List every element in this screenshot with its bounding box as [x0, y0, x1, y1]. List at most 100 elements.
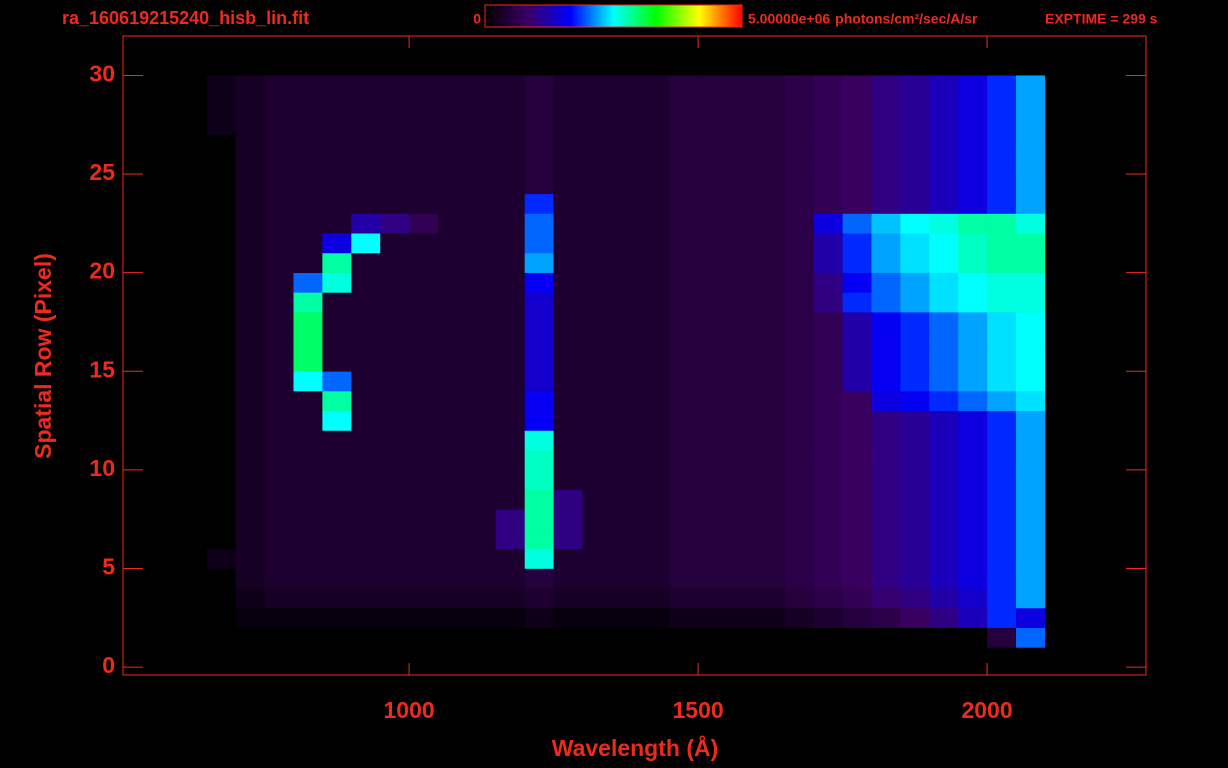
- heatmap-cell: [813, 95, 843, 116]
- heatmap-cell: [755, 351, 786, 372]
- heatmap-cell: [640, 410, 670, 431]
- heatmap-cell: [784, 548, 814, 569]
- heatmap-cell: [409, 233, 439, 254]
- heatmap-cell: [1015, 75, 1046, 96]
- heatmap-cell: [206, 489, 237, 510]
- heatmap-cell: [495, 174, 525, 195]
- heatmap-cell: [495, 627, 525, 648]
- heatmap-cell: [726, 193, 757, 214]
- heatmap-cell: [755, 588, 786, 609]
- heatmap-cell: [958, 233, 988, 254]
- heatmap-cell: [929, 371, 959, 392]
- heatmap-cell: [582, 252, 612, 273]
- chart-title: ra_160619215240_hisb_lin.fit: [62, 8, 309, 28]
- heatmap-cell: [726, 312, 757, 333]
- heatmap-cell: [206, 95, 237, 116]
- heatmap-cell: [322, 509, 352, 530]
- heatmap-cell: [235, 430, 265, 451]
- heatmap-cell: [322, 312, 352, 333]
- heatmap-cell: [871, 75, 901, 96]
- heatmap-cell: [322, 627, 352, 648]
- heatmap-cell: [698, 272, 728, 293]
- heatmap-cell: [582, 213, 612, 234]
- heatmap-cell: [900, 233, 930, 254]
- heatmap-cell: [264, 548, 294, 569]
- heatmap-cell: [987, 213, 1017, 234]
- heatmap-cell: [582, 272, 612, 293]
- heatmap-cell: [206, 548, 237, 569]
- heatmap-cell: [351, 489, 381, 510]
- heatmap-cell: [640, 292, 670, 313]
- heatmap-cell: [264, 607, 294, 628]
- heatmap-cell: [726, 588, 757, 609]
- heatmap-cell: [813, 588, 843, 609]
- heatmap-cell: [784, 627, 814, 648]
- heatmap-cell: [813, 509, 843, 530]
- heatmap-cell: [524, 233, 554, 254]
- heatmap-cell: [1015, 529, 1046, 550]
- heatmap-cell: [987, 371, 1017, 392]
- heatmap-cell: [871, 588, 901, 609]
- heatmap-cell: [813, 213, 843, 234]
- heatmap-cell: [929, 252, 959, 273]
- heatmap-cell: [380, 450, 410, 471]
- heatmap-cell: [698, 95, 728, 116]
- heatmap-cell: [987, 568, 1017, 589]
- heatmap-cell: [640, 450, 670, 471]
- heatmap-cell: [380, 233, 410, 254]
- heatmap-cell: [380, 272, 410, 293]
- heatmap-cell: [293, 529, 323, 550]
- heatmap-cell: [611, 450, 641, 471]
- heatmap-cell: [437, 312, 468, 333]
- heatmap-cell: [929, 114, 959, 135]
- heatmap-cell: [293, 134, 323, 155]
- heatmap-cell: [987, 114, 1017, 135]
- heatmap-cell: [1015, 331, 1046, 352]
- heatmap-cell: [640, 233, 670, 254]
- heatmap-cell: [640, 75, 670, 96]
- heatmap-cell: [495, 292, 525, 313]
- heatmap-cell: [553, 529, 583, 550]
- heatmap-cell: [698, 391, 728, 412]
- heatmap-cell: [987, 252, 1017, 273]
- heatmap-cell: [351, 292, 381, 313]
- heatmap-cell: [409, 351, 439, 372]
- y-tick-label: 25: [89, 159, 115, 185]
- heatmap-cell: [958, 588, 988, 609]
- heatmap-cell: [611, 489, 641, 510]
- heatmap-cell: [987, 233, 1017, 254]
- heatmap-cell: [842, 154, 872, 175]
- heatmap-cell: [669, 134, 699, 155]
- heatmap-cell: [640, 95, 670, 116]
- heatmap-cell: [466, 548, 497, 569]
- heatmap-cell: [1015, 292, 1046, 313]
- heatmap-cell: [409, 607, 439, 628]
- heatmap-cell: [871, 371, 901, 392]
- heatmap-cell: [466, 193, 497, 214]
- heatmap-cell: [611, 233, 641, 254]
- heatmap-cell: [582, 371, 612, 392]
- heatmap-cell: [726, 489, 757, 510]
- heatmap-cell: [958, 568, 988, 589]
- heatmap-cell: [582, 134, 612, 155]
- heatmap-cell: [351, 114, 381, 135]
- heatmap-cell: [871, 430, 901, 451]
- heatmap-cell: [611, 627, 641, 648]
- heatmap-cell: [380, 331, 410, 352]
- heatmap-cell: [553, 627, 583, 648]
- heatmap-cell: [582, 391, 612, 412]
- heatmap-cell: [409, 154, 439, 175]
- heatmap-cell: [755, 469, 786, 490]
- heatmap-cell: [437, 292, 468, 313]
- heatmap-cell: [582, 627, 612, 648]
- heatmap-cell: [958, 509, 988, 530]
- heatmap-cell: [351, 568, 381, 589]
- heatmap-cell: [813, 114, 843, 135]
- heatmap-cell: [553, 312, 583, 333]
- heatmap-cell: [466, 568, 497, 589]
- heatmap-cell: [669, 371, 699, 392]
- heatmap-cell: [784, 134, 814, 155]
- x-tick-label: 1000: [384, 697, 435, 723]
- heatmap-cell: [900, 114, 930, 135]
- heatmap-cell: [466, 607, 497, 628]
